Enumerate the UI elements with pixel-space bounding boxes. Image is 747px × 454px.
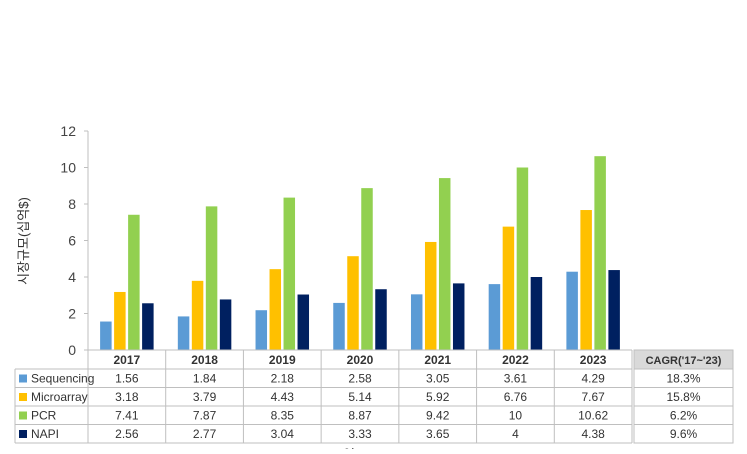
data-label: 1.84 [193,372,217,386]
bar-pcr-2019 [283,197,296,350]
data-label: 8.35 [271,409,295,423]
cagr-value-pcr: 6.2% [670,409,698,423]
y-axis-label: 시장규모(십억$) [16,197,31,285]
bar-napi-2017 [142,303,154,350]
cagr-cell [633,424,734,444]
cagr-value-napi: 9.6% [670,427,698,441]
data-label: 2.77 [193,427,217,441]
data-label: 3.65 [426,427,450,441]
data-label: 1.56 [115,372,139,386]
legend-label-microarray: Microarray [31,390,88,404]
bar-napi-2022 [530,277,543,350]
legend-key-sequencing [19,374,27,383]
bar-pcr-2022 [516,167,529,350]
bar-napi-2023 [608,270,620,350]
data-label: 4.38 [581,427,605,441]
bar-microarray-2017 [114,291,126,350]
cagr-value-sequencing: 18.3% [666,372,700,386]
data-label: 10.62 [578,409,608,423]
x-tick-label: 2019 [269,353,296,367]
legend-key-napi [19,430,27,438]
legend-label-pcr: PCR [31,409,57,423]
legend-key-microarray [19,393,27,401]
x-tick-label: 2020 [347,353,374,367]
y-tick-label: 12 [60,123,76,139]
data-label: 8.87 [348,409,372,423]
bar-microarray-2022 [502,226,515,350]
legend-key-pcr [19,411,27,420]
bar-microarray-2020 [347,256,359,350]
data-label: 3.04 [271,427,295,441]
data-label: 7.87 [193,409,217,423]
y-tick-label: 0 [68,342,76,358]
bar-sequencing-2023 [566,271,578,350]
y-tick-label: 2 [68,306,76,322]
bar-napi-2021 [452,283,465,350]
data-label: 3.33 [348,427,372,441]
data-label: 3.05 [426,372,450,386]
bar-pcr-2021 [438,178,451,350]
bar-sequencing-2020 [333,302,345,350]
x-tick-label: 2022 [502,353,529,367]
bar-microarray-2018 [191,280,204,350]
data-label: 4 [512,427,519,441]
x-tick-label: 2023 [580,353,607,367]
bar-napi-2018 [219,299,232,350]
data-label: 7.41 [115,409,139,423]
bar-sequencing-2018 [177,316,190,350]
data-table: 2017 2018 2019 2020 2021 2022 2023 Sequencing 1.… [14,349,734,444]
bar-sequencing-2022 [488,284,501,350]
bars [100,156,620,350]
x-tick-label: 2021 [424,353,451,367]
cagr-header: CAGR('17~'23) [646,355,722,367]
bar-pcr-2018 [205,206,218,350]
data-label: 2.18 [271,372,295,386]
x-tick-label: 2018 [191,353,218,367]
x-tick-label: 2017 [114,353,141,367]
data-label: 4.29 [581,372,605,386]
bar-sequencing-2019 [255,310,268,350]
bar-napi-2019 [297,294,310,350]
bar-sequencing-2021 [410,294,423,350]
data-label: 10 [509,409,523,423]
bar-microarray-2023 [580,210,592,350]
y-tick-label: 8 [68,196,76,212]
bar-microarray-2021 [424,241,437,350]
bar-sequencing-2017 [100,321,112,350]
data-label: 5.14 [348,390,372,404]
data-label: 2.56 [115,427,139,441]
data-label: 4.43 [271,390,295,404]
bar-pcr-2023 [594,156,606,350]
data-label: 3.79 [193,390,217,404]
y-tick-label: 10 [60,160,76,176]
y-axis: 0 2 4 6 8 10 12 [60,123,89,358]
bar-microarray-2019 [269,269,282,350]
bar-pcr-2017 [128,214,140,350]
y-tick-label: 6 [68,233,76,249]
data-label: 9.42 [426,409,450,423]
data-label: 3.18 [115,390,139,404]
data-label: 7.67 [581,390,605,404]
data-label: 6.76 [504,390,528,404]
data-label: 3.61 [504,372,528,386]
legend-label-sequencing: Sequencing [31,372,94,386]
data-label: 5.92 [426,390,450,404]
legend-label-napi: NAPI [31,427,59,441]
bar-pcr-2020 [361,188,373,350]
y-tick-label: 4 [68,269,76,285]
cagr-value-microarray: 15.8% [666,390,700,404]
data-label: 2.58 [348,372,372,386]
bar-napi-2020 [375,289,387,350]
